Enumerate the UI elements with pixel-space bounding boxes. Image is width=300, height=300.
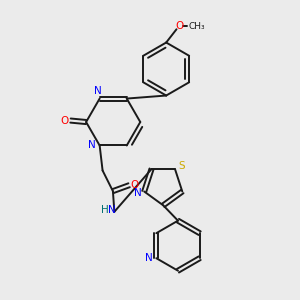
Text: H: H [101,205,109,215]
Text: O: O [131,180,139,190]
Text: N: N [94,86,102,96]
Text: O: O [60,116,68,126]
Text: N: N [108,205,116,215]
Text: N: N [134,188,142,198]
Text: N: N [145,253,153,263]
Text: CH₃: CH₃ [189,22,206,31]
Text: N: N [88,140,96,151]
Text: O: O [175,21,184,31]
Text: S: S [178,160,185,171]
